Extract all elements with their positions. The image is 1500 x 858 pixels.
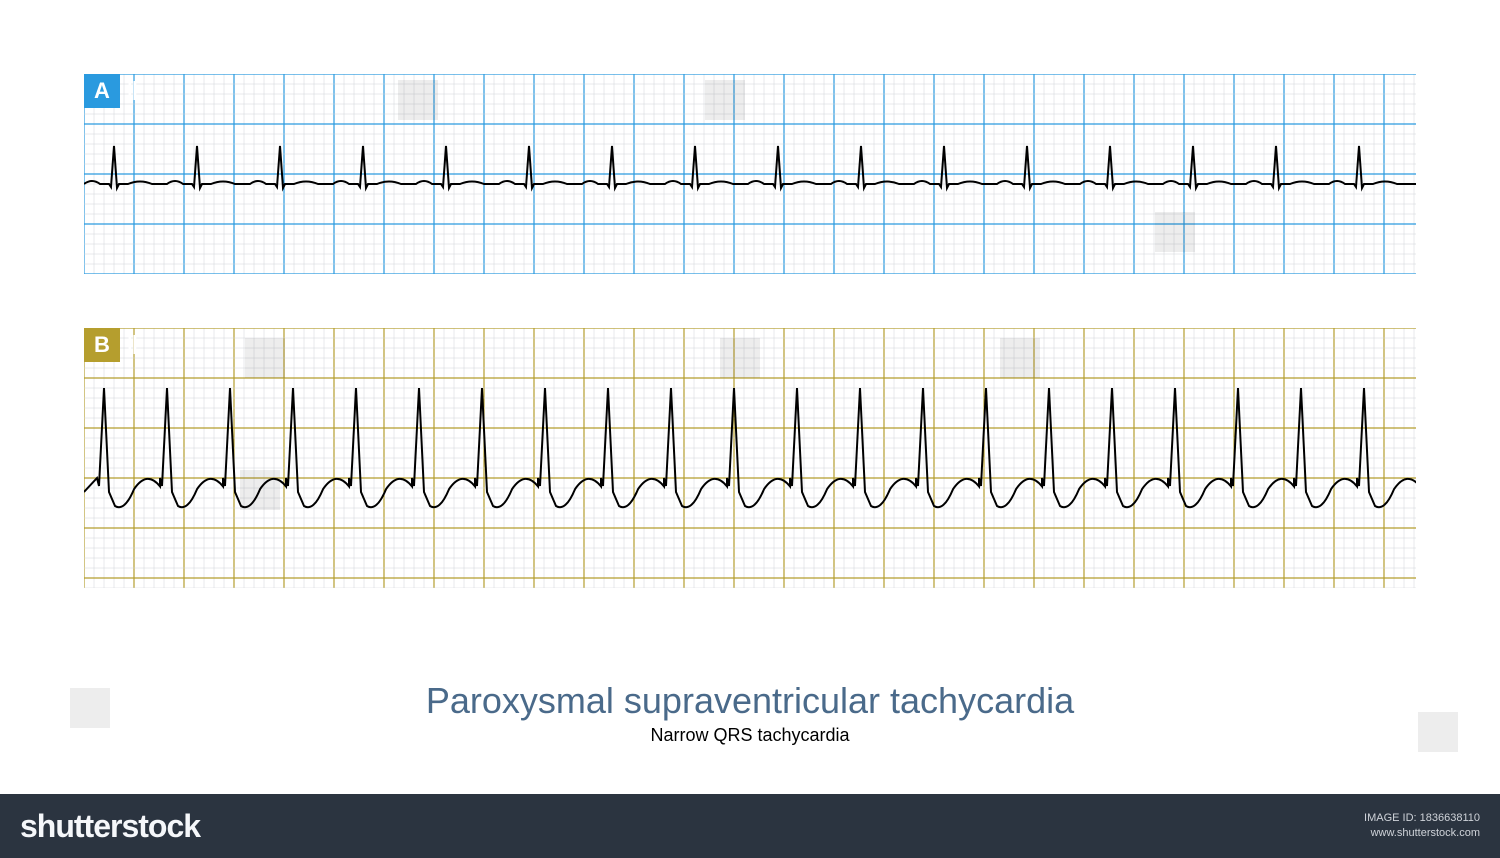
ecg-strip-a: AⅡ: [84, 74, 1416, 274]
diagram-title: Paroxysmal supraventricular tachycardia: [0, 680, 1500, 722]
ecg-strip-b: BⅡ: [84, 328, 1416, 588]
panel-label-b: B: [84, 328, 120, 362]
lead-label-b: Ⅱ: [126, 330, 139, 361]
footer-image-id: IMAGE ID: 1836638110: [1364, 811, 1480, 826]
footer-brand: shutterstock: [20, 808, 200, 845]
diagram-subtitle: Narrow QRS tachycardia: [0, 725, 1500, 746]
page-canvas: AⅡ BⅡ Paroxysmal supraventricular tachyc…: [0, 0, 1500, 858]
footer-meta: IMAGE ID: 1836638110 www.shutterstock.co…: [1364, 811, 1480, 842]
footer-site: www.shutterstock.com: [1364, 826, 1480, 841]
footer-bar: shutterstock IMAGE ID: 1836638110 www.sh…: [0, 794, 1500, 858]
lead-label-a: Ⅱ: [126, 76, 139, 107]
panel-label-a: A: [84, 74, 120, 108]
